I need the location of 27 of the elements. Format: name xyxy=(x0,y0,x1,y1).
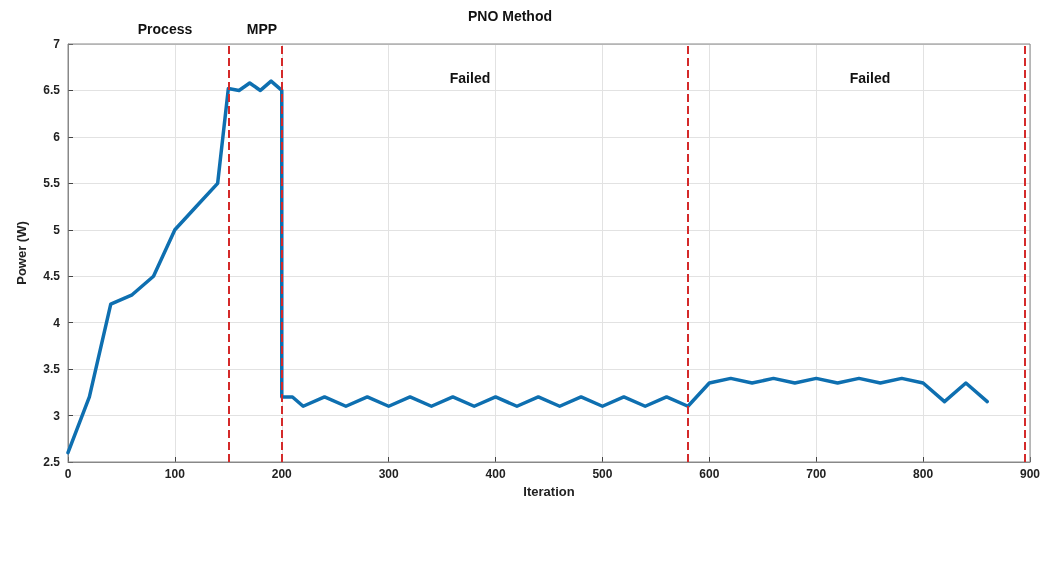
y-tick-label: 3.5 xyxy=(43,362,61,377)
y-axis-title: Power (W) xyxy=(14,221,29,285)
y-tick-label: 5 xyxy=(53,222,61,237)
x-tick-label: 200 xyxy=(271,467,293,481)
text: MPP xyxy=(246,21,278,37)
y-tick-label: 6.5 xyxy=(43,83,61,98)
x-tick-label: 100 xyxy=(164,467,186,481)
x-tick-label: 900 xyxy=(1019,467,1041,481)
x-tick-label: 500 xyxy=(592,467,613,481)
text: PNO Method xyxy=(468,8,552,24)
x-tick-label: 600 xyxy=(699,467,720,481)
y-tick-label: 7 xyxy=(53,37,61,51)
x-tick-label: 400 xyxy=(485,467,506,481)
annotation: Failed xyxy=(849,70,891,86)
y-tick-label: 5.5 xyxy=(43,176,61,191)
x-tick-label: 700 xyxy=(806,467,827,481)
y-tick-label: 2.5 xyxy=(43,455,61,469)
x-tick-label: 300 xyxy=(378,467,399,481)
x-tick-label: 0 xyxy=(64,467,72,481)
x-axis-title: Iteration xyxy=(523,483,575,499)
y-tick-label: 4 xyxy=(53,315,61,330)
annotation: Failed xyxy=(449,70,491,86)
y-tick-label: 3 xyxy=(53,408,61,423)
x-tick-label: 800 xyxy=(913,467,934,481)
y-tick-label: 6 xyxy=(53,129,61,144)
text: Process xyxy=(137,21,193,37)
y-tick-label: 4.5 xyxy=(43,269,61,284)
